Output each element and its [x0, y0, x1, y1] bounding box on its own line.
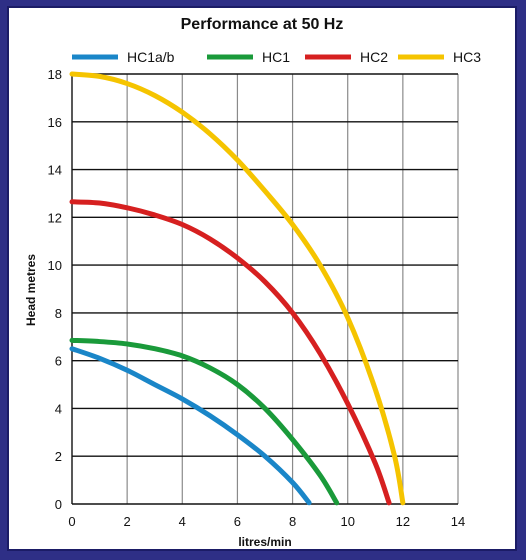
legend-label-hc2: HC2 — [360, 49, 388, 65]
legend: HC1a/b HC1 HC2 HC3 — [72, 49, 481, 65]
y-tick-label: 8 — [55, 306, 62, 321]
y-axis-label: Head metres — [24, 254, 38, 326]
x-tick-label: 10 — [340, 514, 354, 529]
y-tick-label: 12 — [48, 210, 62, 225]
legend-label-hc1: HC1 — [262, 49, 290, 65]
y-tick-label: 0 — [55, 497, 62, 512]
y-tick-label: 16 — [48, 115, 62, 130]
y-tick-label: 2 — [55, 449, 62, 464]
y-tick-label: 6 — [55, 354, 62, 369]
x-tick-label: 4 — [179, 514, 186, 529]
grid — [72, 74, 458, 504]
y-tick-label: 4 — [55, 401, 62, 416]
legend-label-hc3: HC3 — [453, 49, 481, 65]
x-tick-label: 6 — [234, 514, 241, 529]
y-tick-label: 14 — [48, 163, 62, 178]
x-tick-label: 8 — [289, 514, 296, 529]
x-tick-label: 2 — [124, 514, 131, 529]
y-tick-label: 18 — [48, 67, 62, 82]
x-axis-label: litres/min — [238, 535, 291, 549]
x-tick-label: 14 — [451, 514, 465, 529]
y-tick-label: 10 — [48, 258, 62, 273]
series-line-hc1a-b — [72, 349, 309, 503]
x-tick-label: 12 — [396, 514, 410, 529]
x-tick-label: 0 — [68, 514, 75, 529]
axes — [72, 74, 458, 504]
legend-label-hc1a-b: HC1a/b — [127, 49, 175, 65]
series-line-hc2 — [72, 202, 389, 503]
